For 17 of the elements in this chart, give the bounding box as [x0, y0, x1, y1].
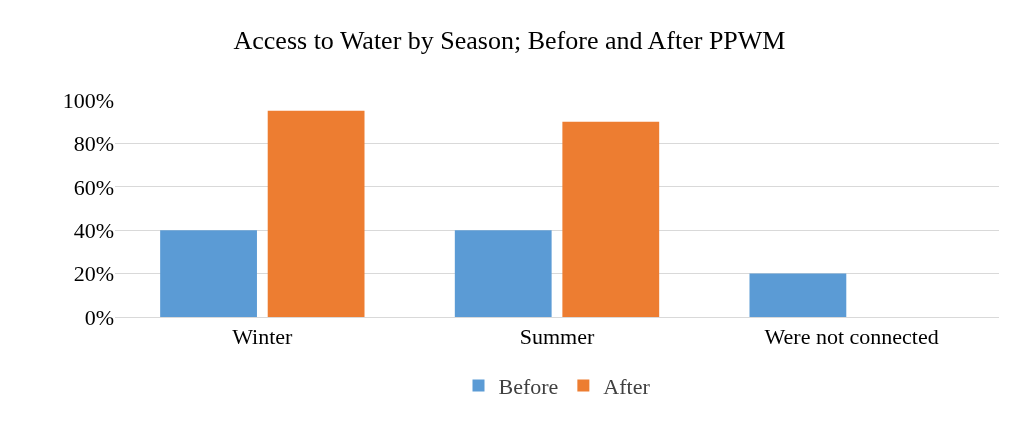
y-tick-label: 60% [73, 174, 114, 200]
chart-title: Access to Water by Season; Before and After PPWM [233, 25, 786, 55]
y-tick-label: 40% [73, 217, 114, 243]
y-tick-label: 80% [73, 131, 114, 157]
legend-label: Before [498, 374, 559, 400]
x-tick-label: Were not connected [764, 324, 939, 350]
bar [160, 230, 257, 317]
bar [267, 110, 365, 317]
legend-label: After [603, 374, 651, 400]
x-tick-label: Winter [232, 324, 294, 350]
bar [562, 121, 660, 317]
y-tick-label: 100% [62, 87, 114, 113]
x-tick-label: Summer [519, 324, 595, 350]
y-tick-label: 20% [73, 261, 114, 287]
bar [454, 230, 552, 317]
y-tick-label: 0% [84, 304, 114, 330]
bar [749, 273, 847, 317]
